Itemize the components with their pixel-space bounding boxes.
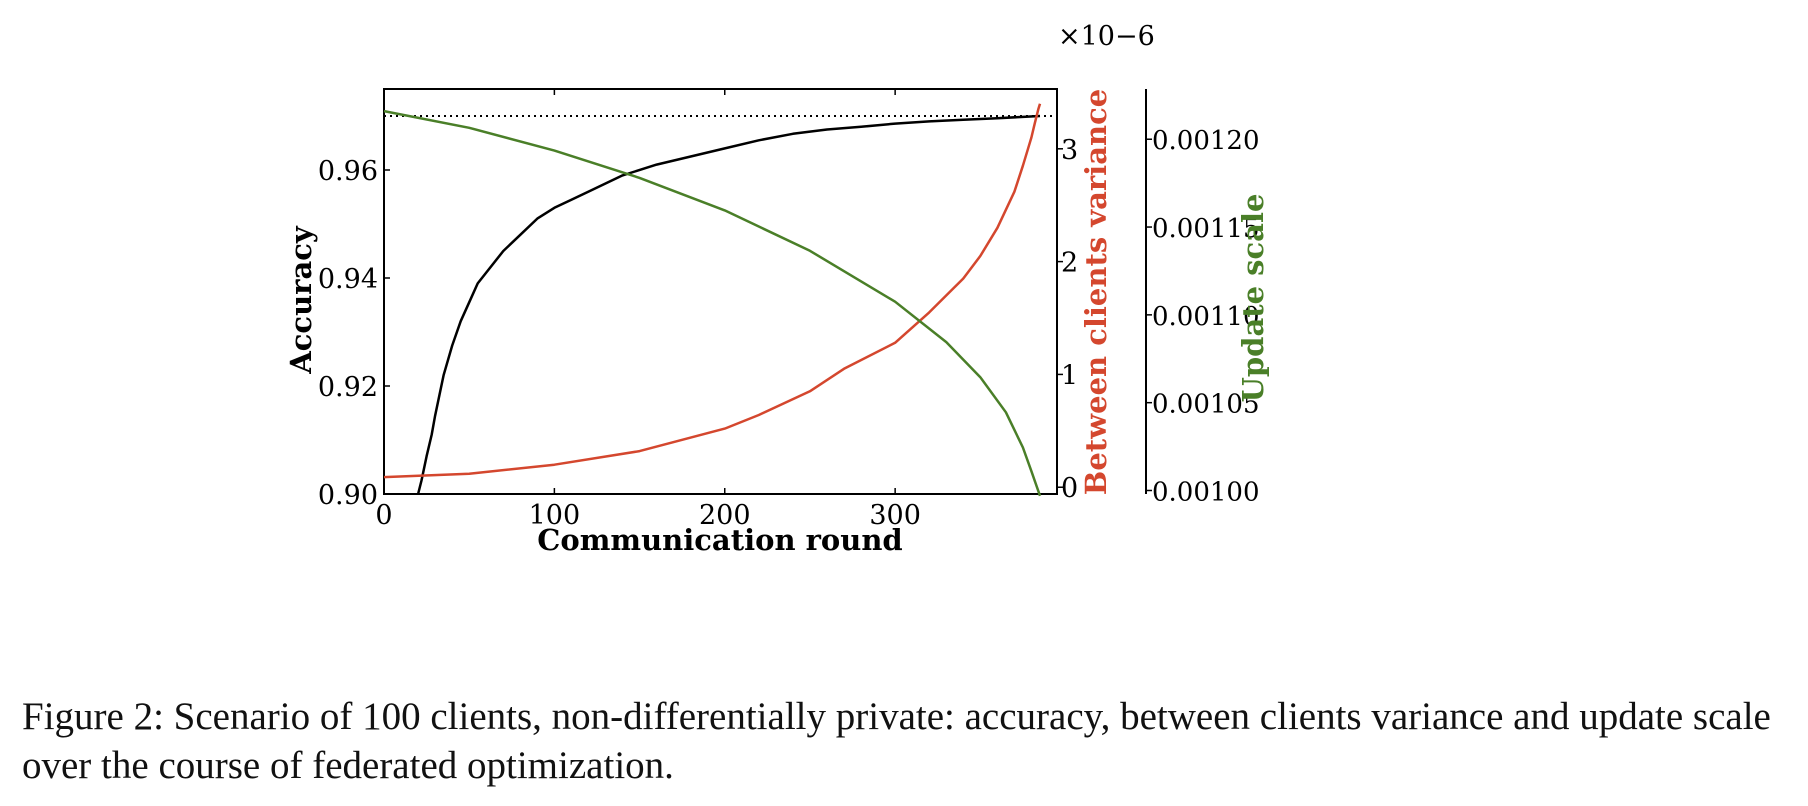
figure-caption: Figure 2: Scenario of 100 clients, non-d… — [22, 695, 1771, 787]
update-scale-axis-label: Update scale — [1236, 194, 1270, 403]
series-layer — [383, 103, 1057, 497]
x-tick-label: 200 — [699, 500, 751, 531]
x-axis-label: Communication round — [537, 523, 902, 557]
x-tick-label: 0 — [375, 500, 392, 531]
x-tick-label: 100 — [529, 500, 581, 531]
x-tick-label: 300 — [869, 500, 921, 531]
update-scale-tick-label: 0.00105 — [1152, 390, 1260, 420]
update-scale-tick-label: 0.00110 — [1152, 302, 1260, 332]
y-tick-label: 0.92 — [318, 372, 378, 403]
variance-tick-label: 2 — [1061, 248, 1078, 279]
plot-frame — [383, 88, 1058, 495]
variance-tick-label: 3 — [1061, 135, 1078, 166]
update-scale-line — [383, 109, 1042, 497]
axis-ticks: 0 100 200 300 0.90 0.92 0.94 0.96 0 1 2 3 0.00100 0.0… — [318, 89, 1260, 531]
y-axis-label: Accuracy — [284, 225, 318, 375]
variance-axis-label: Between clients variance — [1079, 89, 1113, 495]
variance-tick-label: 1 — [1061, 360, 1078, 391]
y-tick-label: 0.96 — [318, 156, 378, 187]
variance-axis-multiplier: ×10−6 — [1058, 21, 1155, 52]
variance-tick-label: 0 — [1061, 473, 1078, 504]
update-scale-tick-label: 0.00120 — [1152, 126, 1260, 156]
y-tick-label: 0.94 — [318, 264, 378, 295]
y-tick-label: 0.90 — [318, 480, 378, 511]
variance-line — [383, 103, 1042, 479]
accuracy-line — [416, 114, 1041, 495]
update-scale-tick-label: 0.00115 — [1152, 214, 1260, 244]
update-scale-tick-label: 0.00100 — [1152, 477, 1260, 507]
figure-chart: 0 100 200 300 0.90 0.92 0.94 0.96 0 1 2 3 0.00100 0.0… — [284, 21, 1270, 557]
